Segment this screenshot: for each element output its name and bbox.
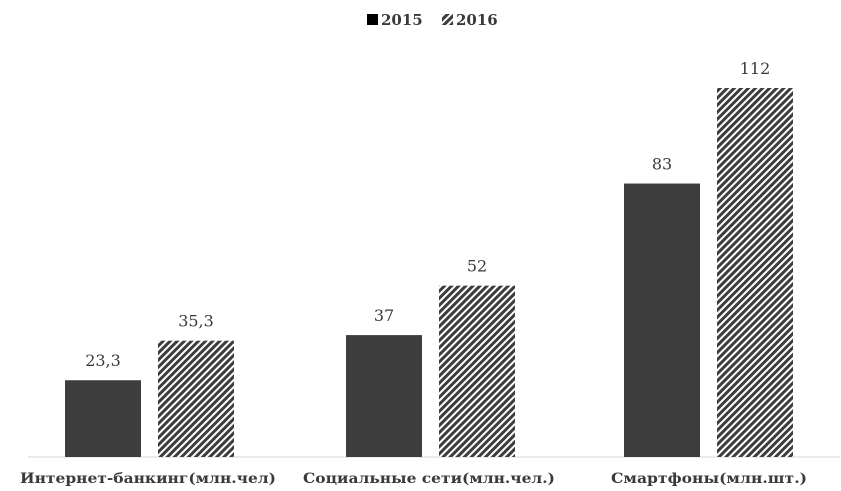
legend-label-2016: 2016: [456, 11, 498, 29]
x-tick-label: Интернет-банкинг(млн.чел): [20, 471, 276, 487]
data-label-2015: 37: [374, 306, 394, 325]
data-label-2016: 35,3: [178, 312, 214, 331]
data-label-2016: 52: [467, 257, 487, 276]
bar-2015: [624, 183, 700, 457]
bar-2015: [346, 335, 422, 457]
legend-label-2015: 2015: [381, 11, 423, 29]
bar-2016: [439, 285, 515, 457]
data-label-2016: 112: [740, 59, 771, 78]
legend-swatch-2016: [442, 14, 453, 25]
bar-2015: [65, 380, 141, 457]
data-label-2015: 23,3: [85, 351, 121, 370]
x-tick-label: Смартфоны(млн.шт.): [611, 471, 807, 487]
x-tick-label: Социальные сети(млн.чел.): [303, 471, 555, 487]
legend: 2015 2016: [367, 11, 498, 29]
data-labels: 23,3 35,3 37 52 83 112: [85, 59, 770, 370]
bar-2016: [158, 340, 234, 457]
legend-swatch-2015: [367, 14, 378, 25]
x-tick-labels: Интернет-банкинг(млн.чел) Социальные сет…: [20, 471, 807, 487]
data-label-2015: 83: [652, 155, 672, 174]
bar-2016: [717, 88, 793, 457]
bars: [65, 88, 793, 457]
